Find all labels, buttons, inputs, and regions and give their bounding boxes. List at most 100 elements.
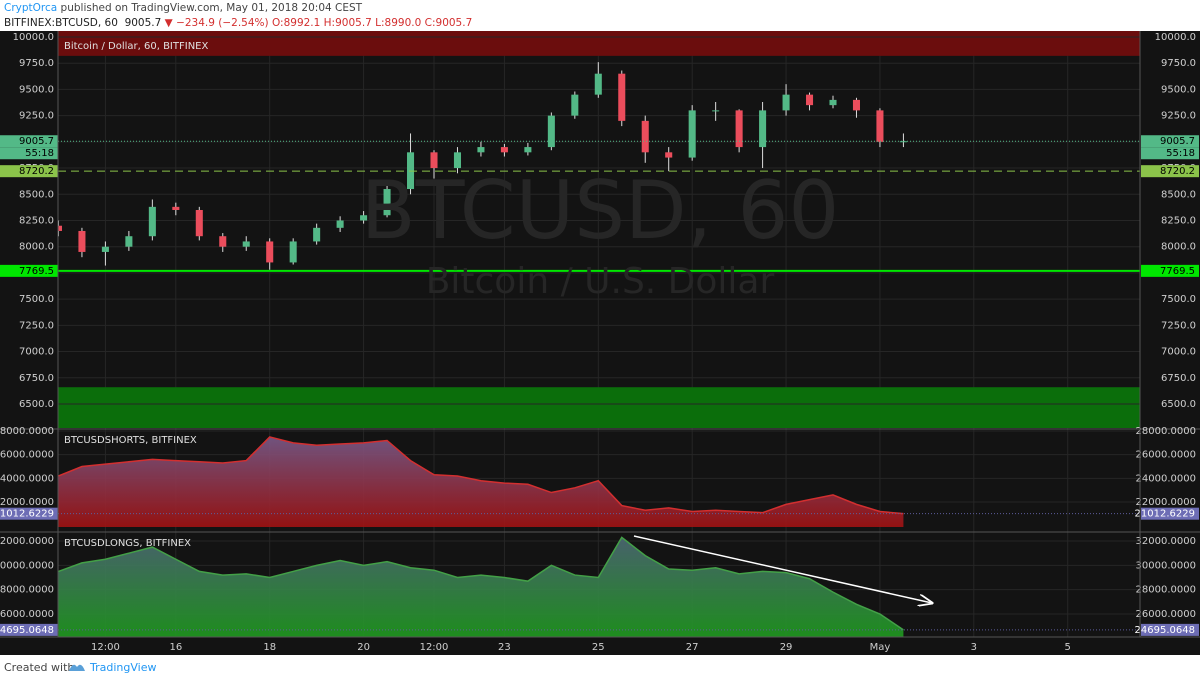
candle-body <box>125 236 133 247</box>
change: ▼ −234.9 (−2.54%) <box>164 17 269 29</box>
candle-body <box>759 110 767 148</box>
area-line <box>58 436 904 515</box>
price-label: 7769.5 <box>19 266 54 277</box>
price-label: 8720.2 <box>19 166 54 177</box>
y-tick-label: 28000.0000 <box>1136 426 1196 437</box>
y-tick-label: 6750.0 <box>19 373 54 384</box>
x-tick-label: 27 <box>686 642 699 653</box>
y-tick-label: 6500.0 <box>1161 399 1196 410</box>
chart: 12:00 16 18 20 12:00 23 25 27 29 May 3 5 6500.0 6500.… <box>0 31 1200 655</box>
y-tick-label: 28000.0000 <box>0 585 54 596</box>
y-tick-label: 7250.0 <box>1161 320 1196 331</box>
candle-body <box>219 236 227 247</box>
footer: Created with TradingView <box>0 655 1200 680</box>
y-tick-label: 9750.0 <box>19 58 54 69</box>
y-tick-label: 9500.0 <box>1161 84 1196 95</box>
y-tick-label: 26000.0000 <box>0 450 54 461</box>
plot-area <box>58 31 1140 637</box>
y-tick-label: 22000.0000 <box>0 497 54 508</box>
candle-body <box>712 110 720 112</box>
y-tick-label: 10000.0 <box>13 32 54 43</box>
y-tick-label: 8000.0 <box>19 242 54 253</box>
candle-body <box>453 152 461 169</box>
candle-body <box>665 152 673 158</box>
candle-body <box>806 94 814 106</box>
price-label-bg <box>0 264 58 277</box>
y-tick-label: 7250.0 <box>19 320 54 331</box>
trend-line <box>633 535 932 603</box>
last-value-label-bg <box>1141 623 1199 636</box>
watermark-subtitle: Bitcoin / U.S. Dollar <box>426 261 775 302</box>
y-tick-label: 7500.0 <box>1161 294 1196 305</box>
candle-body <box>899 141 907 143</box>
price-label-bg <box>1141 135 1199 148</box>
candle-body <box>547 115 555 148</box>
x-tick-label: 16 <box>169 642 182 653</box>
candle-body <box>383 189 391 216</box>
created: Created with <box>4 661 75 674</box>
area-fill <box>58 537 904 637</box>
candle-body <box>594 73 602 95</box>
y-tick-label: 9250.0 <box>19 111 54 122</box>
candle-body <box>618 73 626 121</box>
y-tick-label: 9750.0 <box>1161 58 1196 69</box>
y-tick-label: 8500.0 <box>1161 189 1196 200</box>
area-fill <box>58 436 904 527</box>
brand[interactable]: TradingView <box>90 661 157 674</box>
candle-body <box>195 209 203 237</box>
candle-body <box>571 94 579 116</box>
last-value-label-bg <box>1141 507 1199 520</box>
candle-body <box>148 206 156 237</box>
price-label-bg <box>1141 264 1199 277</box>
x-tick-label: May <box>870 642 891 653</box>
y-tick-label: 32000.0000 <box>1136 536 1196 547</box>
pane-legend: BTCUSDLONGS, BITFINEX <box>64 538 191 549</box>
pane-legend: BTCUSDSHORTS, BITFINEX <box>64 435 197 446</box>
candle-body <box>500 147 508 153</box>
candle-body <box>242 241 250 247</box>
y-tick-label: 7000.0 <box>19 347 54 358</box>
y-tick-label: 30000.0000 <box>1136 560 1196 571</box>
price-label: 7769.5 <box>1160 266 1195 277</box>
countdown: 55:18 <box>25 148 54 159</box>
y-tick-label: 9250.0 <box>1161 111 1196 122</box>
candle-body <box>336 220 344 228</box>
header: CryptOrca published on TradingView.com, … <box>0 0 1200 31</box>
y-tick-label: 24000.0000 <box>0 473 54 484</box>
zone <box>58 387 1140 428</box>
symbol-line: BITFINEX:BTCUSD, 60 9005.7 ▼ −234.9 (−2.… <box>4 17 472 29</box>
candle-body <box>829 99 837 106</box>
candle-body <box>477 147 485 153</box>
last-value-label: 24695.0648 <box>1135 625 1195 636</box>
x-tick-label: 29 <box>780 642 793 653</box>
candle-body <box>524 147 532 153</box>
candle-body <box>78 230 86 252</box>
y-tick-label: 9500.0 <box>19 84 54 95</box>
candle-body <box>430 152 438 169</box>
countdown-bg <box>0 147 58 160</box>
y-tick-label: 28000.0000 <box>0 426 54 437</box>
y-tick-label: 8000.0 <box>1161 242 1196 253</box>
watermark: BTCUSD, 60 <box>361 164 840 257</box>
price-label-bg <box>0 135 58 148</box>
last-value-label: 24695.0648 <box>0 625 54 636</box>
published: published on TradingView.com, May 01, 20… <box>60 2 363 14</box>
price-label: 8720.2 <box>1160 166 1195 177</box>
price-label: 9005.7 <box>19 136 54 147</box>
candle-body <box>735 110 743 148</box>
y-tick-label: 7500.0 <box>19 294 54 305</box>
x-tick-label: 18 <box>263 642 276 653</box>
background <box>0 31 1200 655</box>
last-value-label-bg <box>0 507 58 520</box>
x-tick-label: 3 <box>971 642 977 653</box>
last-value-label: 21012.6229 <box>0 509 54 520</box>
y-tick-label: 26000.0000 <box>0 609 54 620</box>
candle-body <box>641 120 649 153</box>
author[interactable]: CryptOrca <box>4 2 58 14</box>
y-tick-label: 6500.0 <box>19 399 54 410</box>
price-label-bg <box>1141 165 1199 178</box>
y-tick-label: 8500.0 <box>19 189 54 200</box>
x-tick-label: 12:00 <box>420 642 449 653</box>
y-tick-label: 26000.0000 <box>1136 609 1196 620</box>
